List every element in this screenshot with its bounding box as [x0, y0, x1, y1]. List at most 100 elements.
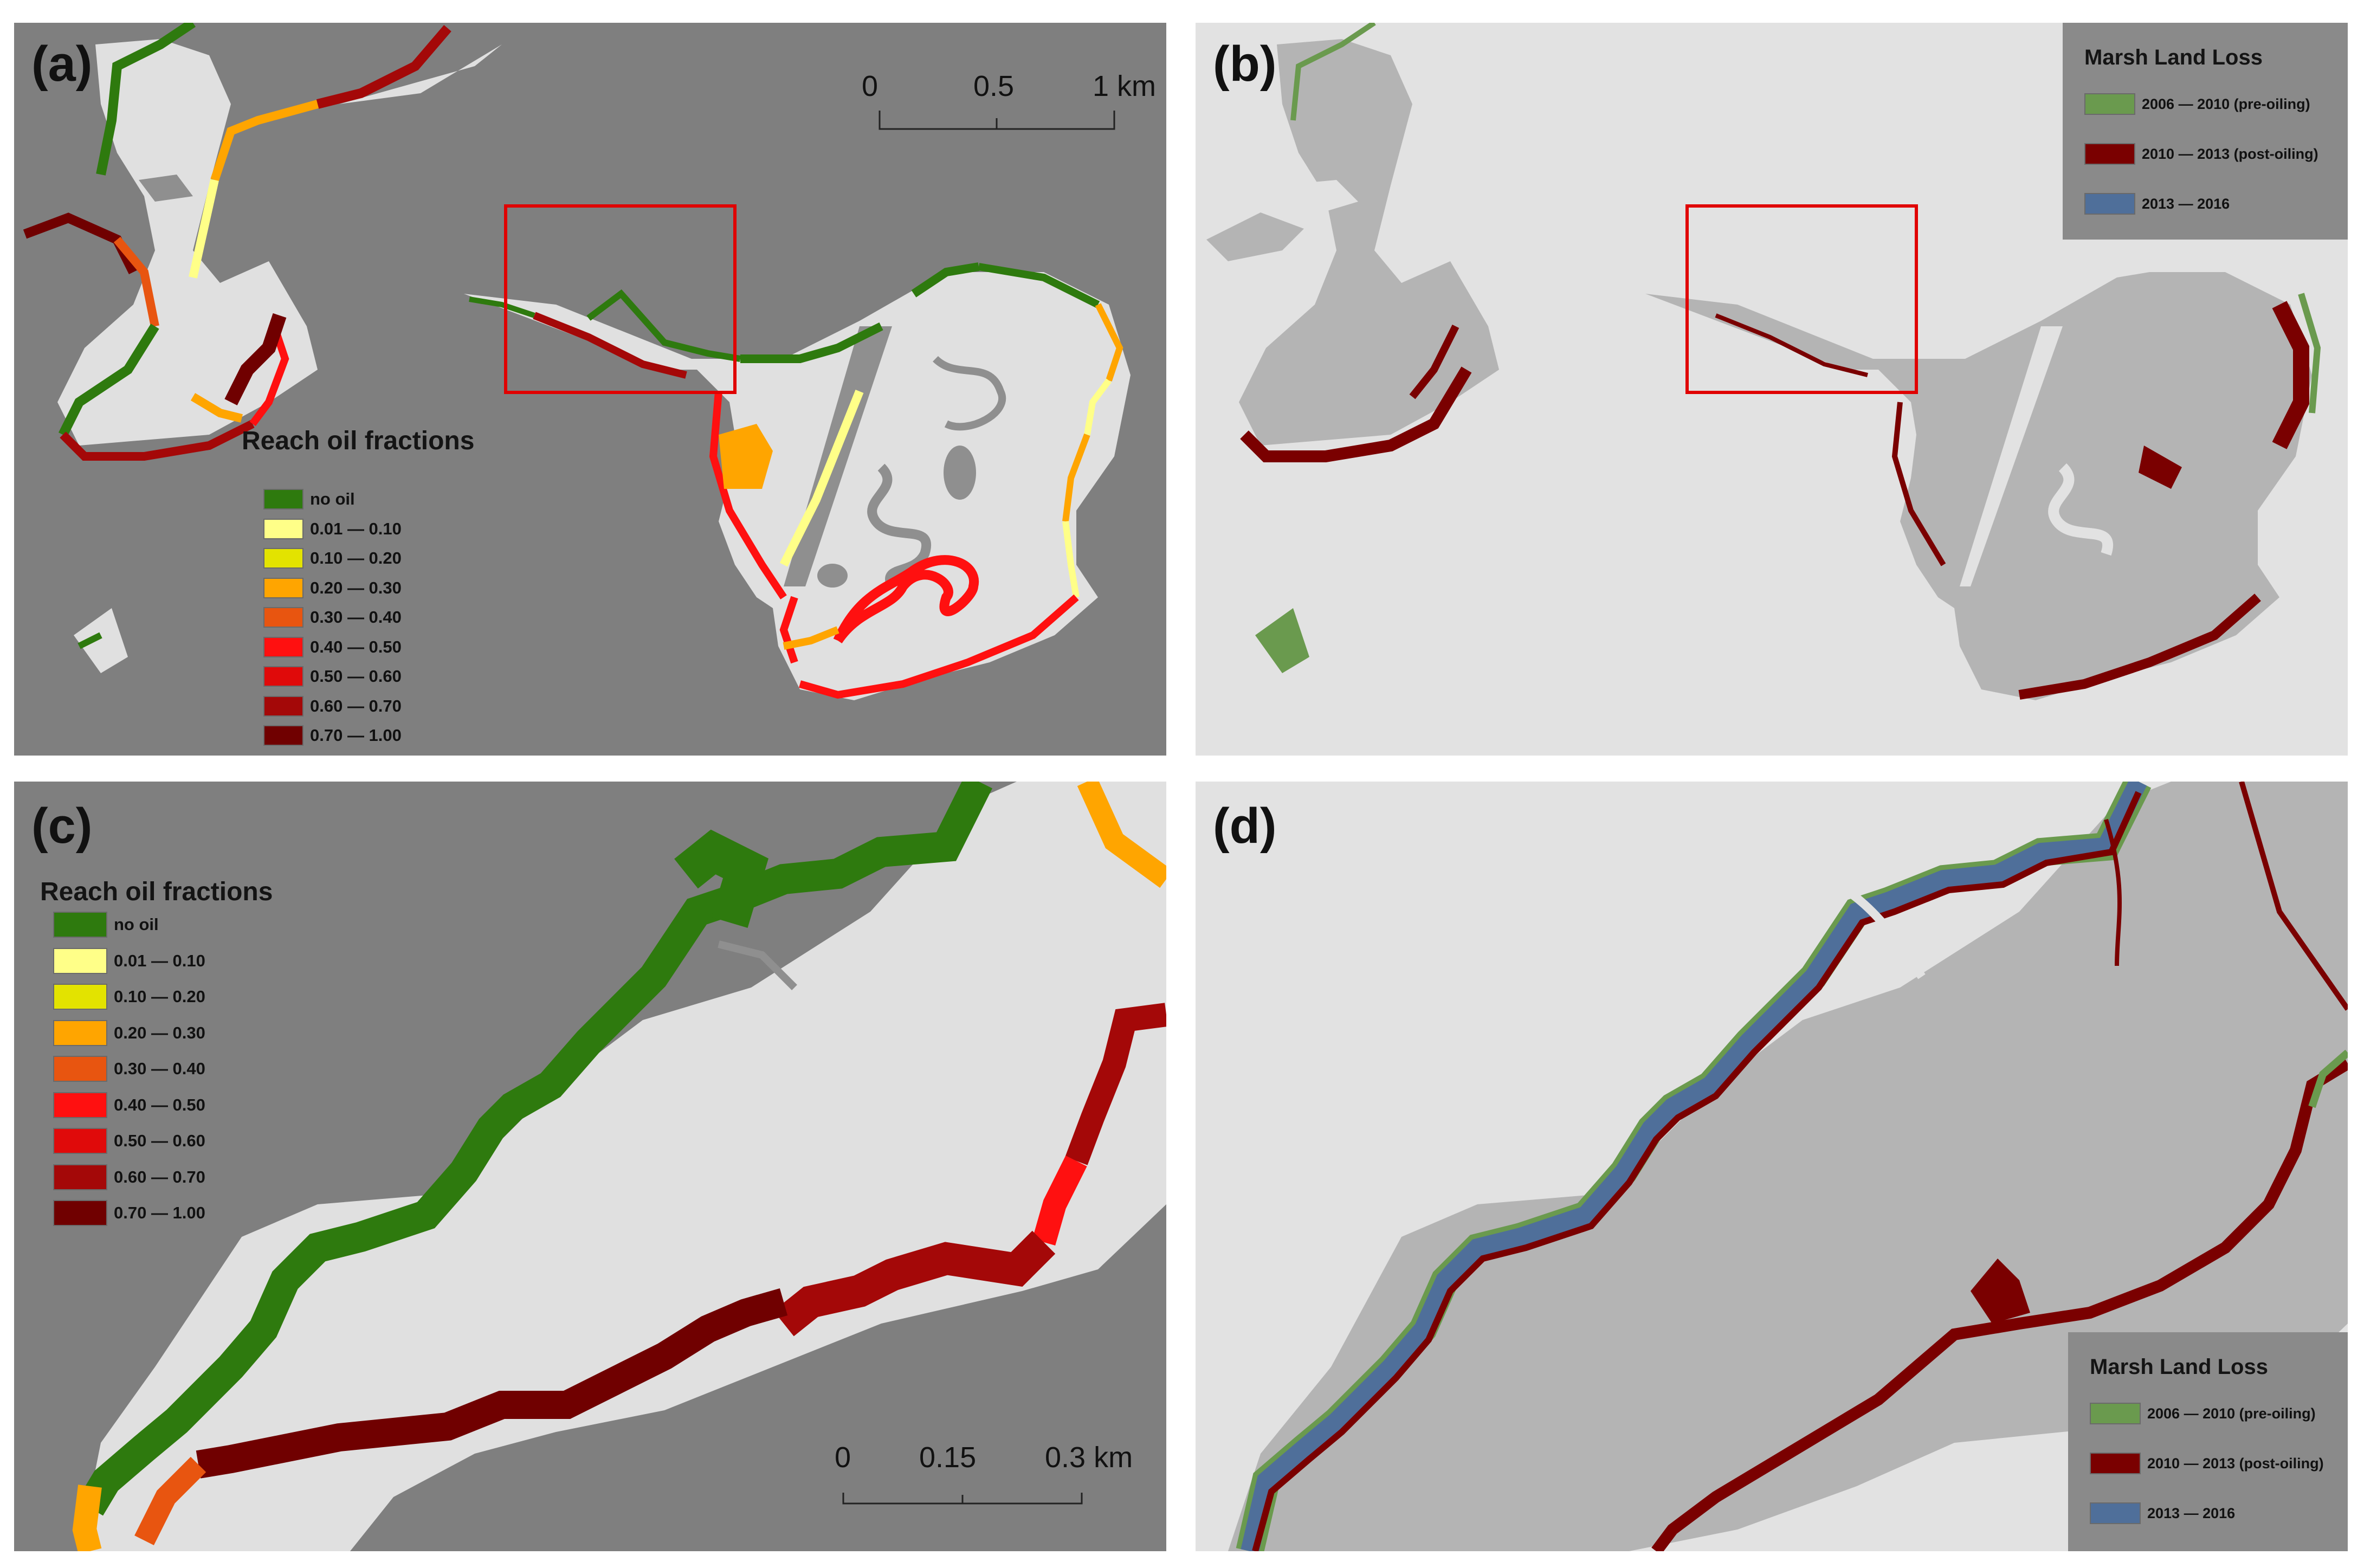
loss-pre-oiling	[2308, 1049, 2348, 1108]
legend-item: 0.40 — 0.50	[263, 636, 402, 657]
legend-item: 0.30 — 0.40	[263, 607, 402, 628]
panel-label: (d)	[1213, 798, 1277, 854]
shore-reach	[210, 100, 319, 182]
legend-label: 2013 — 2016	[2142, 195, 2230, 212]
shore-reach	[779, 390, 864, 567]
west-island-land	[57, 39, 318, 446]
oil-legend: Reach oil fractions no oil 0.01 — 0.10 0.1…	[242, 428, 491, 753]
tidal-creek	[933, 356, 1006, 431]
legend-swatch	[263, 607, 303, 628]
scale-bar: 0 0.5 1 km	[838, 72, 1163, 137]
tidal-creek	[1843, 886, 1926, 979]
legend-item: 0.10 — 0.20	[53, 984, 205, 1010]
legend-label: 2006 — 2010 (pre-oiling)	[2142, 95, 2310, 112]
legend-item: 2010 — 2013 (post-oiling)	[2090, 1453, 2324, 1474]
west-pond	[1277, 180, 1358, 218]
legend-item: 0.10 — 0.20	[263, 548, 402, 569]
legend-label: 2010 — 2013 (post-oiling)	[2147, 1455, 2324, 1472]
legend-swatch	[263, 518, 303, 539]
shore-reach	[1077, 782, 1166, 888]
legend-label: 0.10 — 0.20	[310, 549, 402, 567]
shore-reach	[1065, 1003, 1166, 1165]
legend-swatch	[2084, 193, 2135, 215]
legend-swatch	[53, 1128, 107, 1154]
north-spit-land	[339, 44, 502, 104]
legend-item: 0.20 — 0.30	[53, 1019, 205, 1046]
legend-swatch	[53, 1056, 107, 1082]
legend-item: 2006 — 2010 (pre-oiling)	[2090, 1403, 2316, 1424]
legend-swatch	[53, 1164, 107, 1190]
legend-item: 0.50 — 0.60	[53, 1128, 205, 1154]
panel-c: (c) Reach oil fractions no oil 0.01 — 0.1…	[14, 782, 1166, 1551]
sw-islet-land	[1255, 608, 1309, 673]
legend-item: 2013 — 2016	[2090, 1502, 2235, 1524]
loss-post-oiling	[1252, 791, 2142, 1551]
legend-title: Marsh Land Loss	[2090, 1355, 2268, 1379]
loss-pre-oiling	[2298, 293, 2321, 414]
shore-reach	[76, 782, 993, 1516]
shore-reach	[224, 313, 287, 405]
shore-reach	[113, 236, 159, 327]
pond	[817, 564, 848, 588]
legend-item: 0.70 — 1.00	[263, 725, 402, 746]
legend-title: Reach oil fractions	[242, 427, 475, 455]
legend-label: 0.40 — 0.50	[114, 1095, 205, 1114]
scale-tick: 0.3 km	[1045, 1441, 1133, 1474]
legend-label: 2006 — 2010 (pre-oiling)	[2147, 1405, 2316, 1422]
legend-swatch	[53, 912, 107, 938]
marsh-land	[1228, 782, 2348, 1551]
legend-label: 0.50 — 0.60	[114, 1131, 205, 1150]
legend-item: 0.40 — 0.50	[53, 1092, 205, 1118]
legend-item: 2013 — 2016	[2084, 193, 2230, 215]
legend-label: 0.50 — 0.60	[310, 667, 402, 686]
legend-swatch	[263, 577, 303, 598]
shore-reach	[779, 596, 798, 664]
legend-label: 0.01 — 0.10	[310, 519, 402, 538]
panel-label: (a)	[31, 36, 93, 92]
shore-reach	[740, 322, 883, 363]
shore-reach	[60, 420, 255, 461]
loss-2013-2016	[1241, 782, 2147, 1551]
legend-item: 0.30 — 0.40	[53, 1056, 205, 1082]
west-pond	[139, 175, 193, 202]
shore-reach	[96, 23, 196, 176]
legend-label: 0.40 — 0.50	[310, 637, 402, 656]
legend-swatch	[53, 1200, 107, 1226]
loss-post-oiling	[2272, 301, 2309, 449]
legend-item: 0.01 — 0.10	[53, 947, 205, 974]
panel-label: (c)	[31, 798, 93, 854]
shore-reach	[709, 391, 787, 599]
legend-label: 0.01 — 0.10	[114, 951, 205, 970]
loss-post-oiling	[1891, 402, 1946, 566]
shore-reach	[833, 555, 979, 644]
legend-swatch	[2090, 1502, 2141, 1524]
legend-title: Marsh Land Loss	[2084, 46, 2263, 69]
tidal-creek	[867, 463, 932, 589]
shore-reach	[773, 1230, 1056, 1337]
shore-reach	[58, 324, 159, 437]
west-island-land	[1239, 39, 1499, 446]
shore-reach	[978, 263, 1100, 308]
marsh-land	[79, 782, 1166, 1551]
legend-label: 0.70 — 1.00	[310, 726, 402, 745]
map-a	[23, 23, 1131, 700]
shore-reach	[586, 289, 741, 362]
shore-reach	[77, 632, 102, 649]
scale-bar-line	[879, 111, 1115, 130]
tidal-creek	[2239, 782, 2348, 1011]
legend-label: 2013 — 2016	[2147, 1505, 2236, 1521]
panel-d: (d) Marsh Land Loss 2006 — 2010 (pre-oil…	[1196, 782, 2348, 1551]
legend-label: no oil	[114, 915, 159, 934]
loss-post-oiling	[1651, 1058, 2348, 1551]
east-island-land	[1645, 272, 2312, 700]
shore-reach	[469, 296, 535, 318]
tidal-creek	[2048, 463, 2114, 556]
inset-box	[1685, 204, 1918, 394]
loss-legend: Marsh Land Loss 2006 — 2010 (pre-oiling)…	[2063, 23, 2348, 240]
shore-reach	[911, 262, 980, 298]
loss-post-oiling	[1971, 1259, 2030, 1324]
inset-box	[504, 204, 737, 394]
legend-swatch	[2090, 1403, 2141, 1424]
scale-tick: 1 km	[1093, 70, 1157, 102]
legend-label: 2010 — 2013 (post-oiling)	[2142, 145, 2318, 162]
